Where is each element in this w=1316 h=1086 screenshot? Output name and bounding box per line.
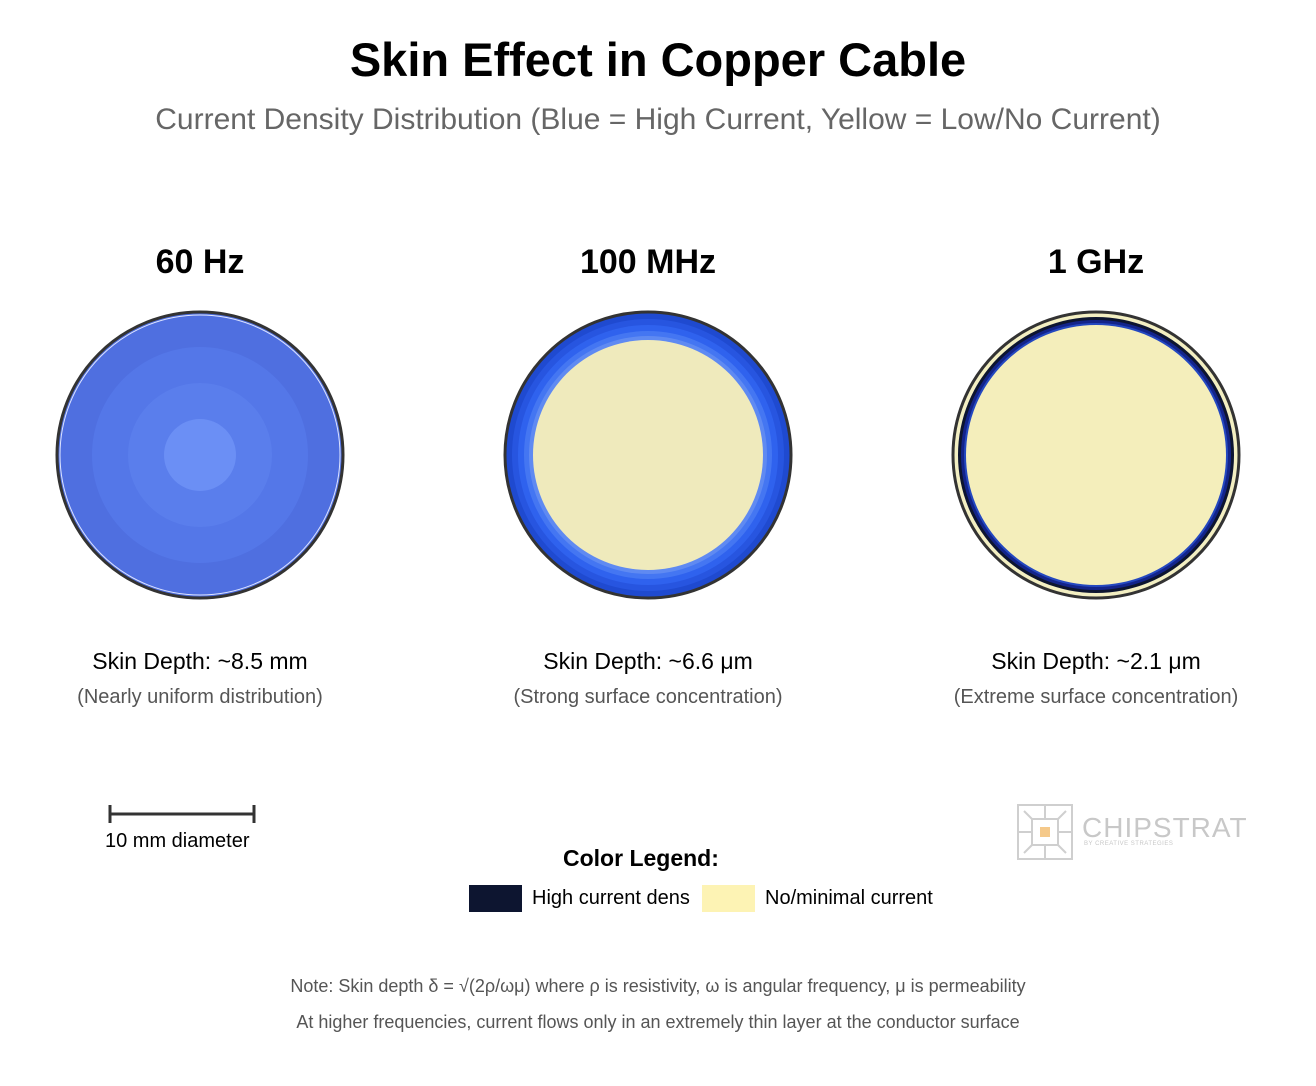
cable-cross-section-100mhz: [503, 310, 793, 600]
cable-cross-section-60hz: [55, 310, 345, 600]
legend-title: Color Legend:: [563, 845, 719, 871]
panel-title-1ghz: 1 GHz: [1047, 243, 1145, 281]
page-title: Skin Effect in Copper Cable: [349, 33, 967, 86]
legend-label-low: No/minimal current: [765, 887, 933, 909]
cable-60hz-core: [164, 419, 236, 491]
description-100mhz: (Strong surface concentration): [513, 686, 783, 708]
scale-bar-label: 10 mm diameter: [105, 830, 250, 852]
note-formula: Note: Skin depth δ = √(2ρ/ωμ) where ρ is…: [290, 976, 1026, 996]
cable-60hz-rim: [59, 314, 341, 596]
cable-1ghz-core: [966, 325, 1226, 585]
skin-depth-100mhz: Skin Depth: ~6.6 μm: [543, 648, 753, 674]
skin-depth-1ghz: Skin Depth: ~2.1 μm: [991, 648, 1201, 674]
legend-swatch-low: [702, 885, 755, 912]
panel-title-100mhz: 100 MHz: [579, 243, 717, 281]
scale-bar: [108, 805, 256, 823]
cable-100mhz-core: [533, 340, 763, 570]
chipstrat-logo-text: CHIPSTRAT: [1082, 812, 1248, 843]
cable-cross-section-1ghz: [951, 310, 1241, 600]
panel-title-60hz: 60 Hz: [155, 243, 245, 281]
description-1ghz: (Extreme surface concentration): [953, 686, 1239, 708]
skin-depth-60hz: Skin Depth: ~8.5 mm: [92, 648, 308, 674]
chip-logo-icon: [1017, 804, 1073, 860]
note-high-frequency: At higher frequencies, current flows onl…: [296, 1012, 1020, 1032]
chipstrat-logo-tagline: BY CREATIVE STRATEGIES: [1084, 841, 1174, 847]
legend-swatch-high: [469, 885, 522, 912]
legend-label-high: High current dens: [532, 887, 690, 909]
page-subtitle: Current Density Distribution (Blue = Hig…: [155, 103, 1161, 136]
description-60hz: (Nearly uniform distribution): [77, 686, 323, 708]
